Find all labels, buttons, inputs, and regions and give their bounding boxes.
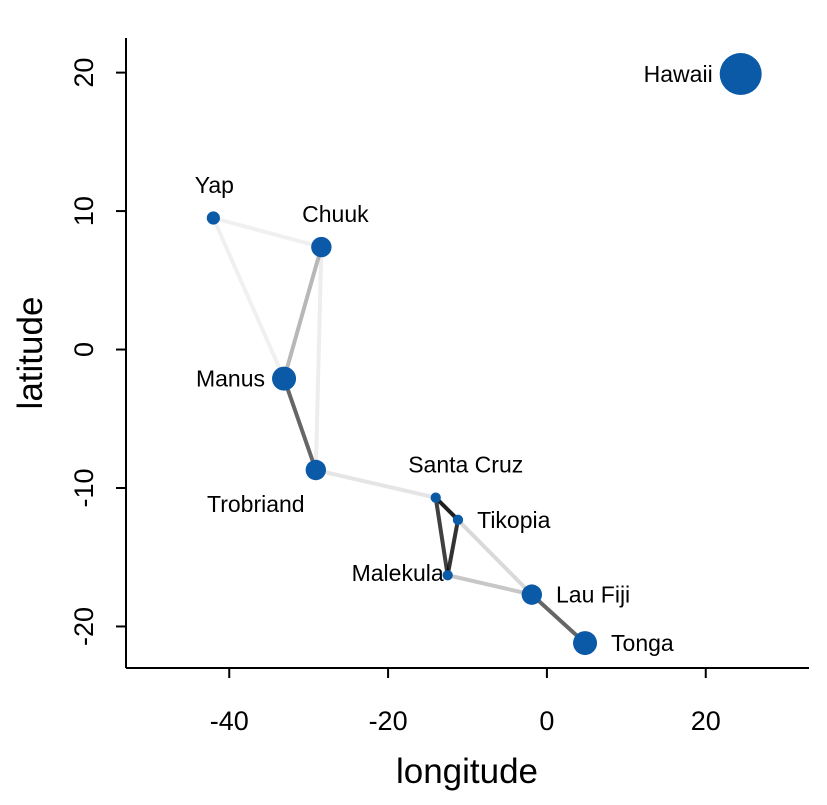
- points-layer: [206, 53, 762, 656]
- label-lau-fiji: Lau Fiji: [556, 582, 630, 608]
- edge-chuuk-manus: [282, 245, 324, 381]
- edge-tikopia-malekula: [445, 517, 460, 578]
- ticks-layer: -40 -20 0 20 -20 -10 0 10 20: [69, 58, 721, 736]
- edge-santa-cruz-malekula: [433, 495, 450, 578]
- y-axis-title: latitude: [11, 297, 50, 410]
- edge-malekula-lau-fiji: [445, 573, 534, 597]
- y-tick-label: 10: [69, 196, 99, 226]
- label-tonga: Tonga: [611, 630, 674, 656]
- point-manus: [272, 366, 297, 391]
- edge-manus-trobriand: [282, 376, 318, 472]
- point-hawaii: [719, 53, 762, 95]
- axes-layer: [125, 38, 809, 669]
- point-trobriand: [305, 459, 327, 481]
- point-malekula: [442, 570, 453, 581]
- edge-chuuk-trobriand: [313, 245, 324, 472]
- edges-layer: [211, 216, 588, 646]
- y-tick-label: -20: [69, 607, 99, 646]
- y-tick-label: -10: [69, 468, 99, 507]
- label-manus: Manus: [196, 366, 265, 392]
- x-tick-label: 20: [691, 706, 721, 736]
- edge-santa-cruz-lau-fiji: [433, 495, 534, 597]
- label-santa-cruz: Santa Cruz: [408, 452, 523, 478]
- point-chuuk: [311, 236, 332, 258]
- x-tick-label: -20: [369, 706, 408, 736]
- edge-yap-chuuk: [211, 216, 324, 250]
- label-tikopia: Tikopia: [477, 507, 550, 533]
- label-trobriand: Trobriand: [207, 491, 305, 517]
- edge-trobriand-santa-cruz: [313, 468, 438, 500]
- point-santa-cruz: [430, 492, 441, 503]
- label-malekula: Malekula: [352, 560, 444, 586]
- point-tonga: [573, 631, 598, 656]
- x-tick-label: 0: [539, 706, 554, 736]
- x-tick-label: -40: [210, 706, 249, 736]
- point-yap: [206, 211, 220, 225]
- label-yap: Yap: [195, 172, 234, 198]
- label-hawaii: Hawaii: [644, 61, 713, 87]
- label-chuuk: Chuuk: [302, 201, 369, 227]
- y-tick-label: 20: [69, 58, 99, 88]
- edge-santa-cruz-tikopia: [433, 495, 460, 522]
- labels-layer: Hawaii Yap Chuuk Manus Trobriand Santa Cruz Ti…: [195, 61, 713, 656]
- point-lau-fiji: [521, 584, 543, 605]
- point-tikopia: [452, 514, 464, 526]
- y-tick-label: 0: [69, 342, 99, 357]
- edge-yap-manus: [211, 216, 287, 381]
- x-axis-title: longitude: [396, 752, 538, 791]
